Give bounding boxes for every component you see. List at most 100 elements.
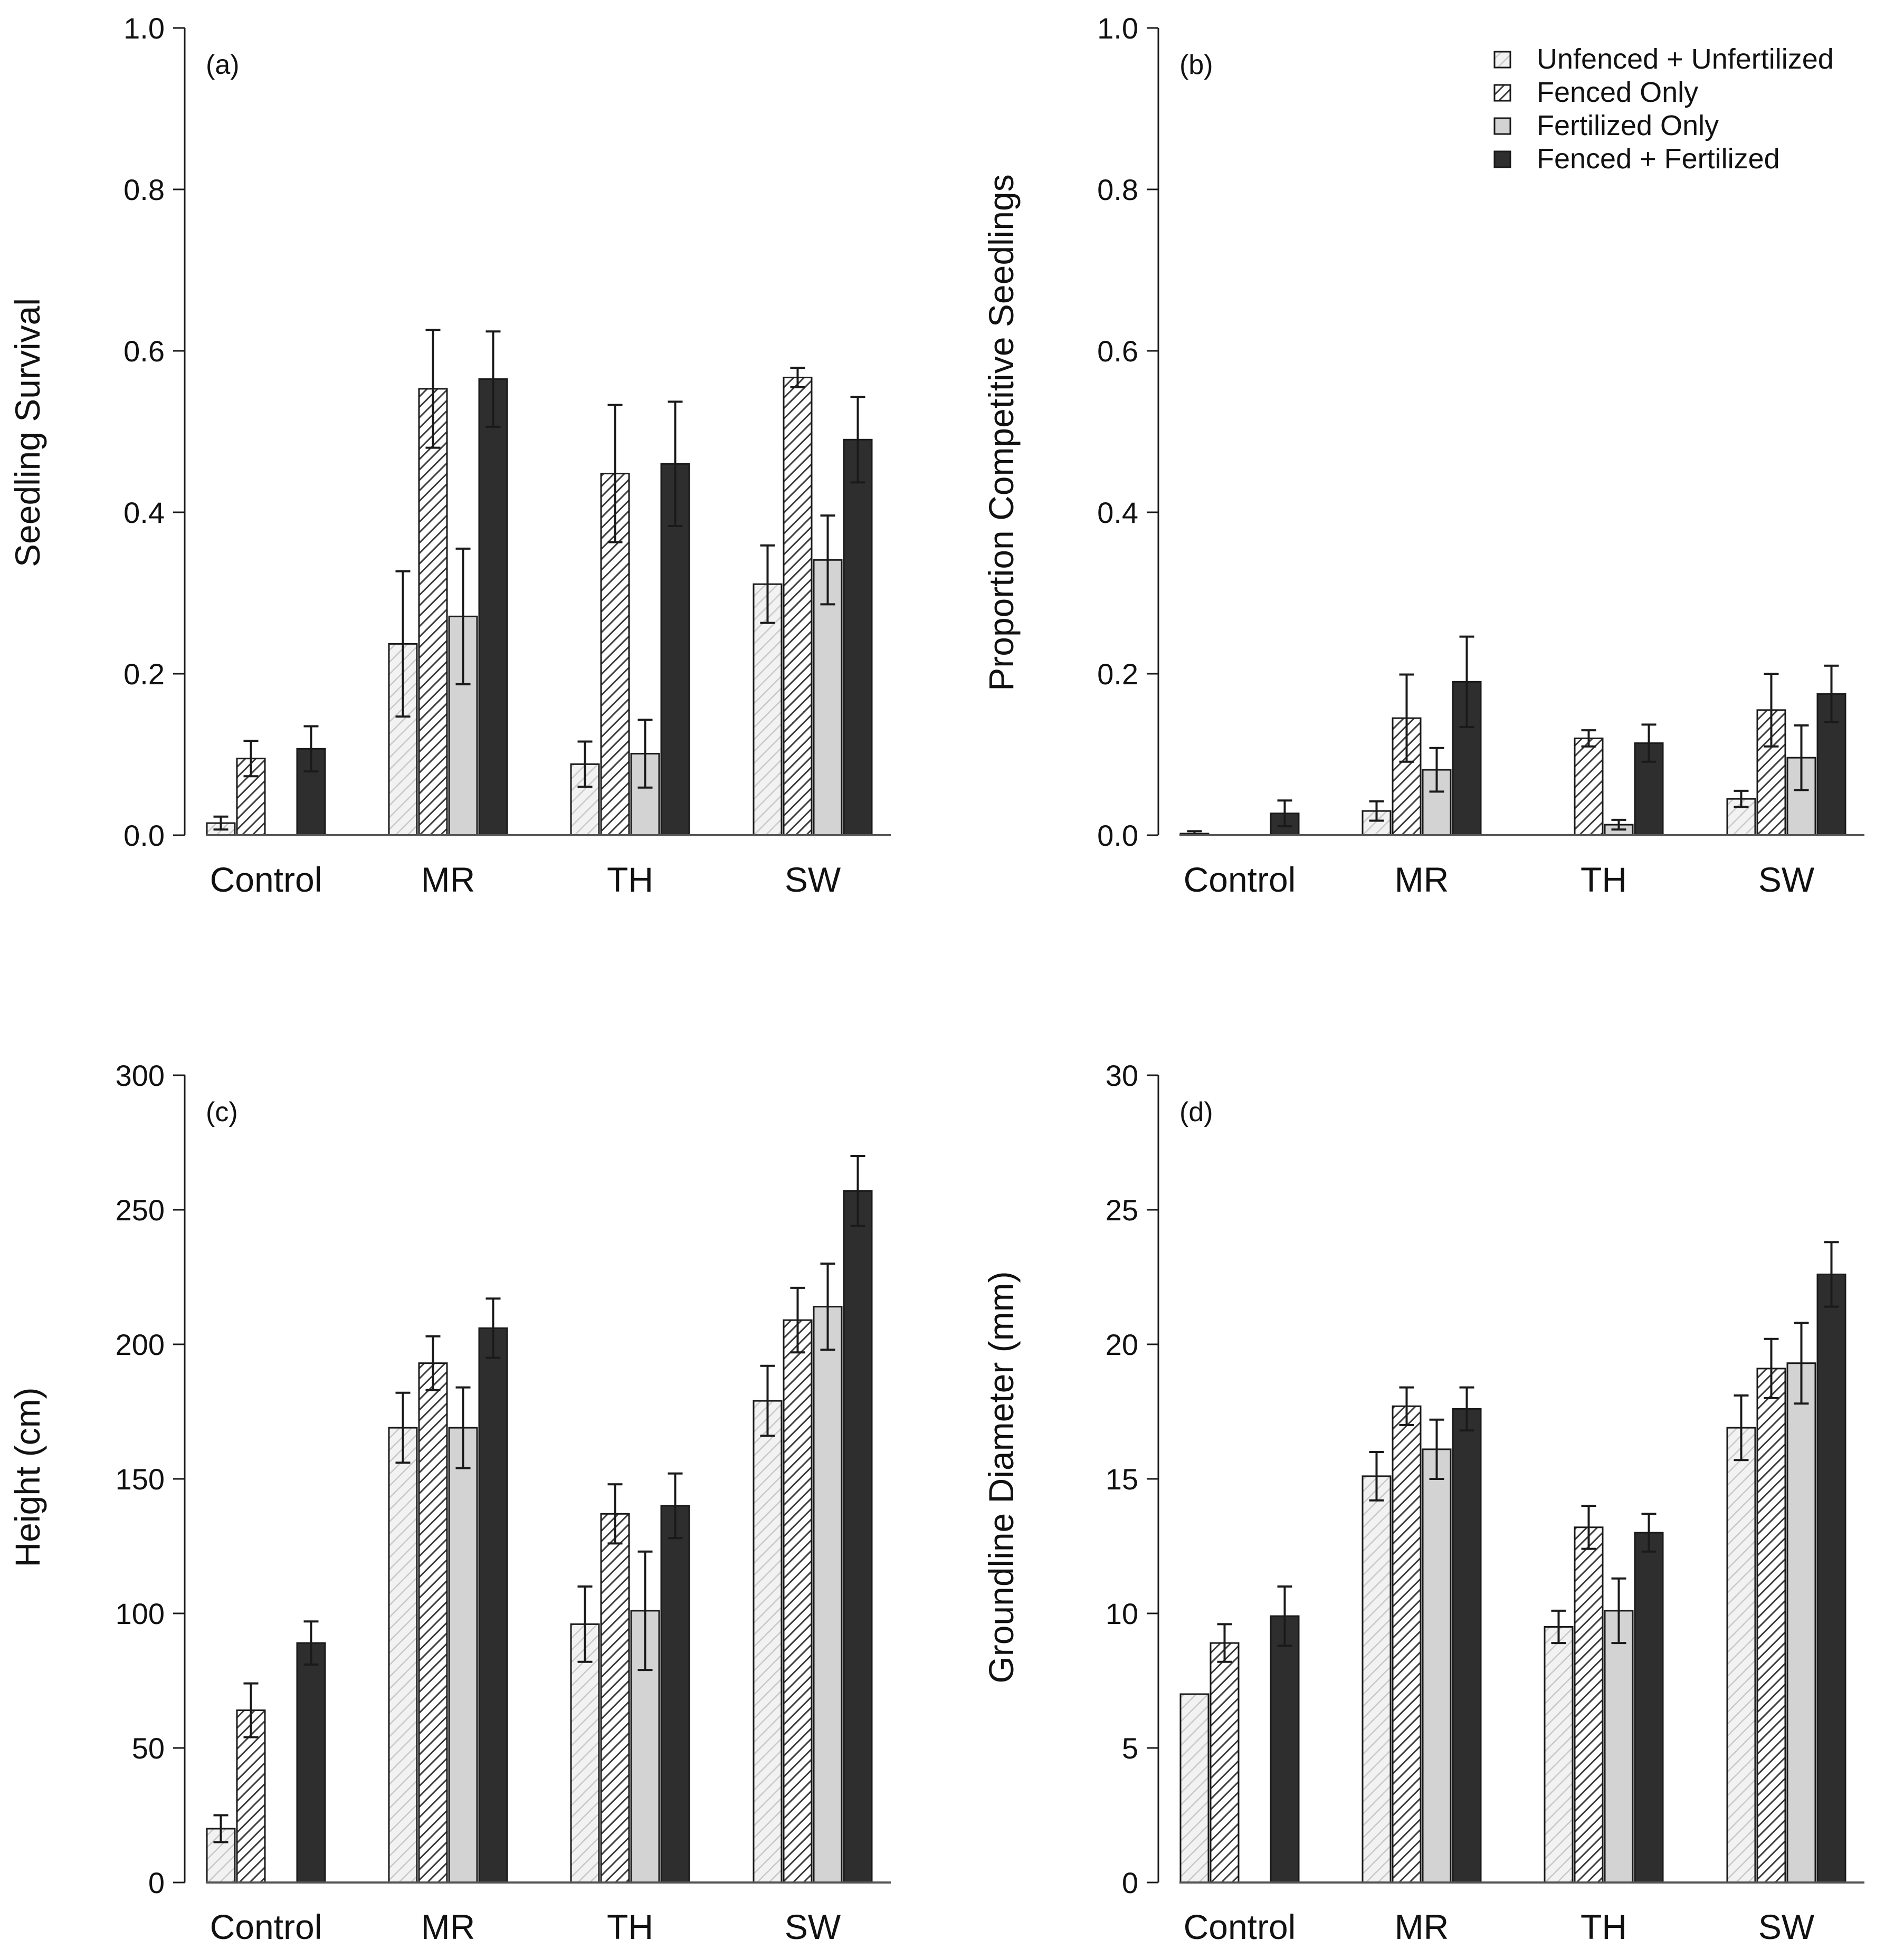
y-tick-label-a-4: 0.8	[123, 173, 165, 206]
bar-c-th-unfenced	[570, 1623, 600, 1884]
y-tick-label-b-2: 0.4	[1097, 496, 1138, 529]
panel-c-label: (c)	[206, 1097, 238, 1127]
legend-swatch-unfenced	[1493, 51, 1511, 69]
error-bar-c-th-fertilized	[637, 1550, 653, 1671]
y-tick-label-b-3: 0.6	[1097, 335, 1138, 368]
panel-d-ylabel: Groundline Diameter (mm)	[982, 1271, 1021, 1683]
error-bar-a-mr-fenced-fertilized	[485, 330, 501, 428]
error-bar-c-sw-unfenced	[760, 1364, 775, 1437]
y-tick-label-b-0: 0.0	[1097, 819, 1138, 852]
x-category-label-d-mr: MR	[1395, 1907, 1449, 1946]
legend-label-fenced: Fenced Only	[1537, 77, 1698, 108]
error-bar-b-sw-fertilized	[1794, 724, 1809, 791]
legend-swatch-fenced-fertilized	[1493, 150, 1511, 168]
bar-d-th-fenced	[1574, 1526, 1604, 1884]
panel-b-ylabel: Proportion Competitive Seedlings	[982, 174, 1021, 691]
error-bar-d-control-fenced-fertilized	[1277, 1585, 1292, 1647]
error-bar-c-sw-fenced	[790, 1286, 805, 1354]
error-bar-c-th-fenced-fertilized	[668, 1472, 683, 1540]
x-category-label-a-sw: SW	[785, 860, 841, 899]
panel-a-label: (a)	[206, 50, 240, 80]
y-tick-label-a-3: 0.6	[123, 335, 165, 368]
error-bar-b-sw-fenced-fertilized	[1824, 664, 1839, 723]
bar-c-mr-fertilized	[448, 1427, 478, 1884]
error-bar-d-mr-unfenced	[1369, 1451, 1384, 1502]
legend-swatch-fertilized	[1493, 117, 1511, 135]
bar-a-control-fenced	[236, 758, 266, 836]
error-bar-a-th-fenced-fertilized	[668, 400, 683, 528]
error-bar-a-control-unfenced	[213, 815, 229, 831]
error-bar-a-mr-fenced	[425, 329, 441, 449]
error-bar-c-th-unfenced	[577, 1585, 593, 1663]
panel-b: (b) Proportion Competitive Seedlings 0.0…	[982, 12, 1864, 899]
bar-d-th-fertilized	[1604, 1610, 1634, 1884]
bar-b-th-fenced	[1574, 737, 1604, 836]
bar-c-sw-fertilized	[813, 1306, 843, 1884]
legend-label-fertilized: Fertilized Only	[1537, 110, 1719, 141]
y-tick-label-c-2: 100	[116, 1597, 165, 1630]
error-bar-a-mr-fertilized	[455, 547, 471, 685]
x-category-label-d-sw: SW	[1758, 1907, 1815, 1946]
error-bar-a-sw-fenced-fertilized	[850, 396, 865, 484]
bar-a-mr-fenced	[418, 388, 448, 836]
panel-d-label: (d)	[1179, 1097, 1213, 1127]
y-tick-label-d-2: 10	[1106, 1597, 1138, 1630]
error-bar-b-th-fenced-fertilized	[1641, 723, 1657, 763]
error-bar-c-th-fenced	[607, 1483, 623, 1545]
x-category-label-c-th: TH	[607, 1907, 653, 1946]
x-category-label-b-th: TH	[1581, 860, 1627, 899]
x-category-label-a-th: TH	[607, 860, 653, 899]
y-tick-label-d-0: 0	[1122, 1866, 1138, 1899]
error-bar-c-mr-fenced-fertilized	[485, 1297, 501, 1359]
error-bar-b-th-fenced	[1581, 729, 1596, 748]
y-tick-label-a-5: 1.0	[123, 12, 165, 45]
bar-d-sw-fenced-fertilized	[1816, 1273, 1846, 1884]
bar-c-th-fenced	[600, 1513, 630, 1884]
bar-d-sw-unfenced	[1726, 1427, 1756, 1884]
x-category-label-b-mr: MR	[1395, 860, 1449, 899]
legend-swatch-fenced	[1493, 84, 1511, 102]
y-tick-label-d-6: 30	[1106, 1059, 1138, 1092]
error-bar-a-control-fenced	[243, 739, 259, 778]
error-bar-d-th-fertilized	[1611, 1577, 1626, 1645]
y-tick-label-c-4: 200	[116, 1328, 165, 1361]
error-bar-a-sw-fenced	[790, 367, 805, 388]
x-category-label-a-control: Control	[210, 860, 322, 899]
bar-c-control-fenced-fertilized	[296, 1642, 326, 1884]
legend-label-fenced-fertilized: Fenced + Fertilized	[1537, 143, 1780, 175]
bar-c-sw-fenced-fertilized	[843, 1190, 873, 1884]
panel-c-ylabel: Height (cm)	[8, 1387, 47, 1567]
error-bar-a-control-fenced-fertilized	[303, 725, 319, 773]
bar-d-control-unfenced	[1179, 1693, 1210, 1884]
y-tick-label-c-0: 0	[148, 1866, 165, 1899]
error-bar-c-sw-fenced-fertilized	[850, 1155, 865, 1227]
y-tick-label-d-5: 25	[1106, 1193, 1138, 1227]
x-category-label-b-sw: SW	[1758, 860, 1815, 899]
x-category-label-c-mr: MR	[421, 1907, 475, 1946]
error-bar-d-th-unfenced	[1551, 1609, 1566, 1645]
error-bar-a-th-fertilized	[637, 719, 653, 789]
bar-a-sw-fenced	[783, 376, 813, 836]
bar-a-mr-fenced-fertilized	[478, 378, 508, 836]
bar-d-control-fenced-fertilized	[1270, 1615, 1300, 1884]
error-bar-c-sw-fertilized	[820, 1263, 835, 1351]
panel-c: (c) Height (cm) 0 50 100 150 200 250 300 Contro…	[8, 1059, 891, 1946]
error-bar-b-mr-fertilized	[1429, 747, 1444, 793]
x-category-label-c-control: Control	[210, 1907, 322, 1946]
x-category-label-b-control: Control	[1184, 860, 1296, 899]
bar-d-sw-fertilized	[1786, 1362, 1816, 1884]
y-tick-label-b-5: 1.0	[1097, 12, 1138, 45]
y-tick-label-a-2: 0.4	[123, 496, 165, 529]
error-bar-b-mr-fenced-fertilized	[1459, 635, 1474, 728]
error-bar-d-sw-fenced	[1764, 1337, 1779, 1399]
y-tick-label-b-1: 0.2	[1097, 657, 1138, 691]
panel-a: (a) Seedling Survival 0.0 0.2 0.4 0.6 0.8 1.0…	[8, 12, 891, 899]
bar-b-mr-fertilized	[1422, 769, 1452, 836]
error-bar-a-th-unfenced	[577, 740, 593, 788]
bar-a-sw-fenced-fertilized	[843, 438, 873, 836]
bar-d-mr-fenced	[1392, 1405, 1422, 1884]
error-bar-b-th-fertilized	[1611, 818, 1626, 831]
panel-a-ylabel: Seedling Survival	[8, 298, 47, 567]
error-bar-d-mr-fenced	[1399, 1386, 1414, 1426]
